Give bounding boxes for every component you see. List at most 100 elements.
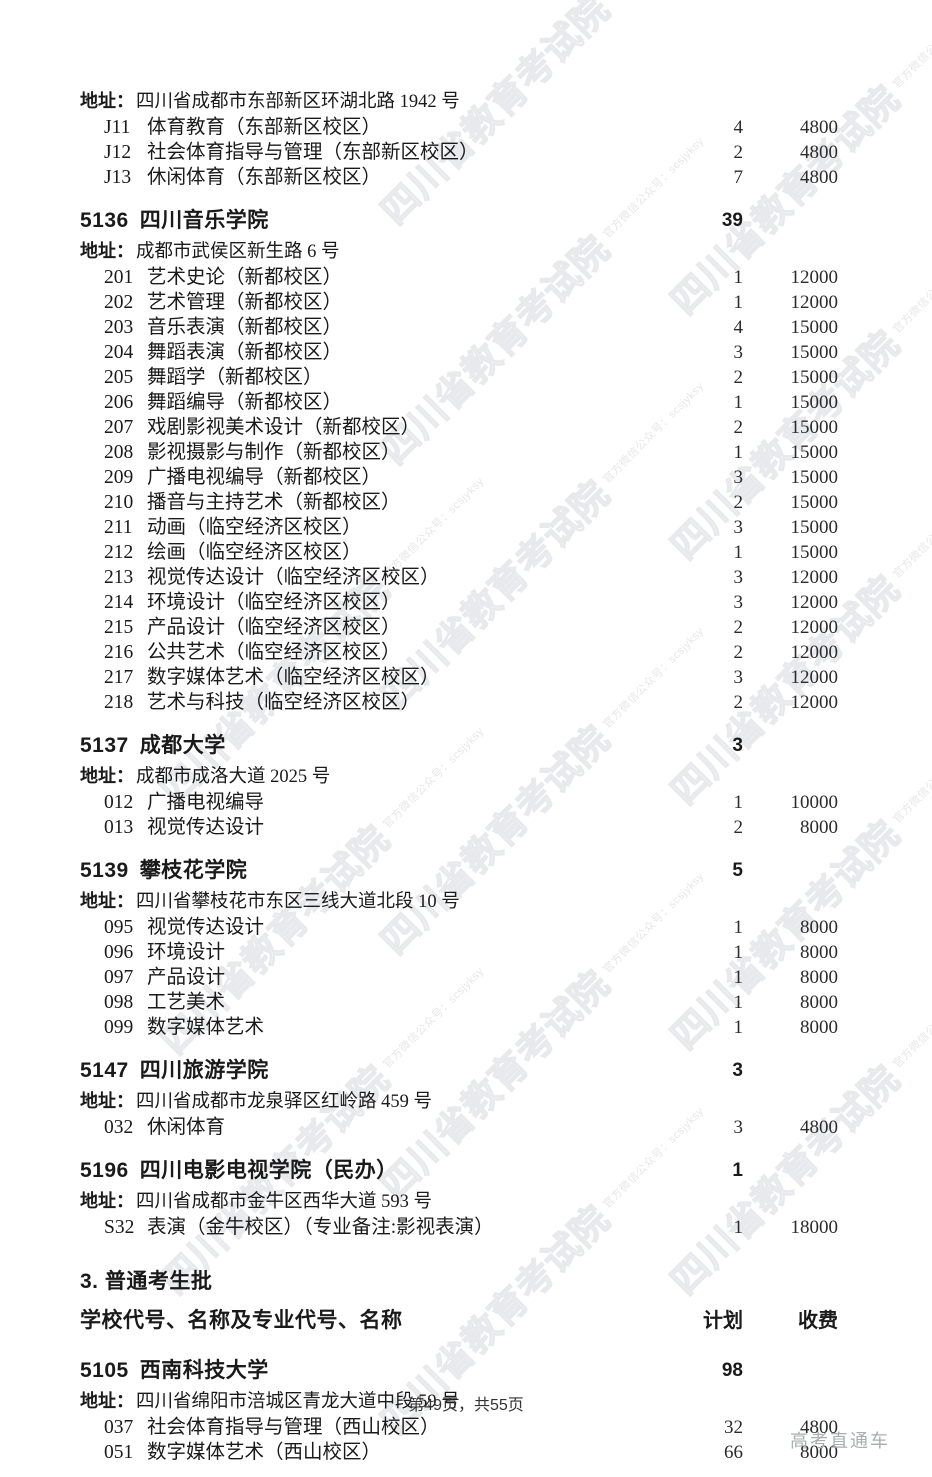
major-code: 203 [104, 317, 134, 338]
major-name: 戏剧影视美术设计（新都校区） [147, 417, 421, 438]
school-total-plan: 5 [732, 860, 743, 881]
major-plan-count: 1 [733, 1217, 744, 1238]
major-row: 203 音乐表演（新都校区） 4 15000 [80, 315, 838, 340]
major-code: 208 [104, 442, 134, 463]
major-name: 体育教育（东部新区校区） [147, 117, 382, 138]
major-fee: 15000 [790, 492, 839, 513]
major-code: 202 [104, 292, 134, 313]
major-name: 舞蹈学（新都校区） [147, 367, 323, 388]
major-fee: 12000 [790, 267, 839, 288]
address-value: 四川省成都市金牛区西华大道 593 号 [136, 1192, 433, 1212]
major-plan-count: 2 [733, 492, 744, 513]
major-row: 095 视觉传达设计 1 8000 [80, 915, 838, 940]
address-row: 地址： 四川省成都市金牛区西华大道 593 号 [80, 1188, 838, 1215]
major-code: 098 [104, 992, 134, 1013]
major-name: 播音与主持艺术（新都校区） [147, 492, 401, 513]
address-text: 地址： 四川省成都市龙泉驿区红岭路 459 号 [80, 1088, 432, 1116]
major-fee: 15000 [790, 367, 839, 388]
address-text: 地址： 四川省成都市金牛区西华大道 593 号 [80, 1188, 432, 1216]
school-header-text: 5105 西南科技大学 [80, 1354, 269, 1388]
major-name: 社会体育指导与管理（西山校区） [147, 1417, 440, 1438]
major-code: 204 [104, 342, 134, 363]
major-fee: 12000 [790, 617, 839, 638]
major-code: 051 [104, 1442, 134, 1463]
major-code: 209 [104, 467, 134, 488]
major-fee: 15000 [790, 517, 839, 538]
major-row: 213 视觉传达设计（临空经济区校区） 3 12000 [80, 565, 838, 590]
major-fee: 12000 [790, 592, 839, 613]
school-header-row: 5105 西南科技大学 98 [80, 1354, 838, 1388]
major-fee: 10000 [790, 792, 839, 813]
major-plan-count: 1 [733, 967, 744, 988]
major-name: 动画（临空经济区校区） [147, 517, 362, 538]
school-name: 四川音乐学院 [139, 209, 269, 232]
major-text: J13 休闲体育（东部新区校区） [104, 165, 381, 190]
address-row: 地址： 成都市武侯区新生路 6 号 [80, 238, 838, 265]
major-code: 217 [104, 667, 134, 688]
major-plan-count: 4 [733, 317, 744, 338]
major-text: 215 产品设计（临空经济区校区） [104, 615, 401, 640]
major-row: 217 数字媒体艺术（临空经济区校区） 3 12000 [80, 665, 838, 690]
major-text: J11 体育教育（东部新区校区） [104, 115, 381, 140]
school-code: 5196 [80, 1159, 129, 1182]
major-text: 013 视觉传达设计 [104, 815, 264, 840]
major-text: 051 数字媒体艺术（西山校区） [104, 1440, 381, 1465]
major-code: 037 [104, 1417, 134, 1438]
school-code: 5137 [80, 734, 129, 757]
address-label: 地址： [80, 1191, 134, 1211]
major-row: 037 社会体育指导与管理（西山校区） 32 4800 [80, 1415, 838, 1440]
school-header-text: 5196 四川电影电视学院（民办） [80, 1154, 398, 1188]
major-fee: 8000 [800, 967, 838, 988]
address-label: 地址： [80, 1391, 134, 1411]
major-fee: 4800 [800, 1117, 838, 1138]
school-total-plan: 3 [732, 735, 743, 756]
address-label: 地址： [80, 1091, 134, 1111]
major-fee: 12000 [790, 292, 839, 313]
major-row: 216 公共艺术（临空经济区校区） 2 12000 [80, 640, 838, 665]
section-title-row: 3. 普通考生批 [80, 1262, 838, 1302]
address-row: 地址： 四川省绵阳市涪城区青龙大道中段 59 号 [80, 1388, 838, 1415]
major-code: 211 [104, 517, 133, 538]
major-fee: 15000 [790, 317, 839, 338]
major-name: 表演（金牛校区）（专业备注:影视表演） [147, 1217, 494, 1238]
major-code: J12 [104, 142, 132, 163]
major-name: 舞蹈表演（新都校区） [147, 342, 343, 363]
major-row: 206 舞蹈编导（新都校区） 1 15000 [80, 390, 838, 415]
address-value: 成都市成洛大道 2025 号 [136, 767, 331, 787]
major-text: 208 影视摄影与制作（新都校区） [104, 440, 401, 465]
school-total-plan: 98 [721, 1360, 743, 1381]
school-header-text: 5139 攀枝花学院 [80, 854, 247, 888]
major-plan-count: 3 [733, 667, 744, 688]
school-code: 5136 [80, 209, 129, 232]
major-fee: 12000 [790, 642, 839, 663]
major-name: 广播电视编导（新都校区） [147, 467, 382, 488]
major-plan-count: 2 [733, 642, 744, 663]
major-name: 音乐表演（新都校区） [147, 317, 343, 338]
address-text: 地址： 成都市成洛大道 2025 号 [80, 763, 330, 791]
address-value: 四川省成都市东部新区环湖北路 1942 号 [136, 92, 460, 112]
major-fee: 8000 [800, 992, 838, 1013]
major-code: 013 [104, 817, 134, 838]
major-text: 096 环境设计 [104, 940, 225, 965]
major-row: 218 艺术与科技（临空经济区校区） 2 12000 [80, 690, 838, 715]
address-value: 四川省绵阳市涪城区青龙大道中段 59 号 [136, 1392, 460, 1412]
major-name: 休闲体育 [147, 1117, 226, 1138]
major-name: 艺术与科技（临空经济区校区） [147, 692, 421, 713]
address-value: 四川省成都市龙泉驿区红岭路 459 号 [136, 1092, 433, 1112]
major-fee: 4800 [800, 167, 838, 188]
major-code: 212 [104, 542, 134, 563]
major-fee: 12000 [790, 667, 839, 688]
major-fee: 8000 [800, 1442, 838, 1463]
major-text: J12 社会体育指导与管理（东部新区校区） [104, 140, 479, 165]
major-code: 099 [104, 1017, 134, 1038]
major-row: 202 艺术管理（新都校区） 1 12000 [80, 290, 838, 315]
major-name: 环境设计 [147, 942, 226, 963]
major-row: 215 产品设计（临空经济区校区） 2 12000 [80, 615, 838, 640]
major-fee: 8000 [800, 942, 838, 963]
major-row: J11 体育教育（东部新区校区） 4 4800 [80, 115, 838, 140]
school-name: 成都大学 [139, 734, 226, 757]
column-header-row: 学校代号、名称及专业代号、名称 计划 收费 [80, 1302, 838, 1340]
major-plan-count: 3 [733, 467, 744, 488]
major-code: S32 [104, 1217, 135, 1238]
